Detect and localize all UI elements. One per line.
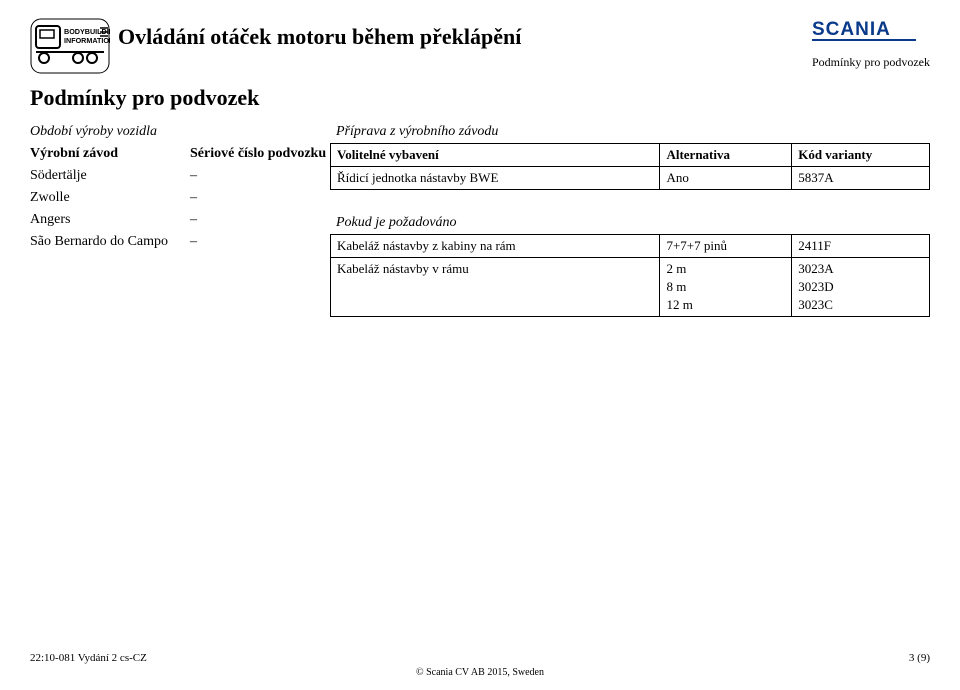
svg-text:INFORMATION: INFORMATION	[64, 36, 110, 45]
page-title: Ovládání otáček motoru během překlápění	[118, 24, 790, 50]
td: 2411F	[792, 235, 930, 258]
plant-name: Zwolle	[30, 187, 190, 209]
required-label: Pokud je požadováno	[330, 212, 930, 234]
table-row: Volitelné vybavení Alternativa Kód varia…	[331, 144, 930, 167]
footer: 22:10-081 Vydání 2 cs-CZ 3 (9) © Scania …	[30, 648, 930, 676]
period-row: Období výroby vozidla	[30, 121, 330, 143]
page: BODYBUILDING INFORMATION Ovládání otáček…	[0, 0, 960, 690]
table-row: Kabeláž nástavby z kabiny na rám 7+7+7 p…	[331, 235, 930, 258]
dash	[190, 165, 330, 187]
period-value	[190, 121, 330, 143]
options-table-2: Kabeláž nástavby z kabiny na rám 7+7+7 p…	[330, 234, 930, 317]
title-cell: Ovládání otáček motoru během překlápění	[118, 18, 790, 50]
serial-label: Sériové číslo podvozku	[190, 143, 330, 165]
options-table-1: Volitelné vybavení Alternativa Kód varia…	[330, 143, 930, 190]
truck-icon: BODYBUILDING INFORMATION	[30, 18, 110, 74]
table-row: Kabeláž nástavby v rámu 2 m 8 m 12 m 302…	[331, 258, 930, 317]
plant-label: Výrobní závod	[30, 143, 190, 165]
svg-text:BODYBUILDING: BODYBUILDING	[64, 27, 110, 36]
plant-row: Zwolle	[30, 187, 330, 209]
plant-name: Angers	[30, 209, 190, 231]
cell-line: 8 m	[666, 278, 785, 296]
brand-cell: SCANIA Podmínky pro podvozek	[790, 18, 930, 70]
svg-text:SCANIA: SCANIA	[812, 19, 891, 40]
spacer	[330, 190, 930, 212]
cell-line: 3023D	[798, 278, 923, 296]
footer-center: © Scania CV AB 2015, Sweden	[30, 667, 930, 678]
cell-line: 3023C	[798, 296, 923, 314]
plant-row: Södertälje	[30, 165, 330, 187]
td: Ano	[660, 167, 792, 190]
td: 2 m 8 m 12 m	[660, 258, 792, 317]
cell-line: 2 m	[666, 260, 785, 278]
td: 5837A	[792, 167, 930, 190]
period-label: Období výroby vozidla	[30, 121, 190, 143]
td: Kabeláž nástavby z kabiny na rám	[331, 235, 660, 258]
left-column: Období výroby vozidla Výrobní závod Séri…	[30, 121, 330, 253]
copyright-symbol: ©	[416, 667, 424, 678]
scania-logo: SCANIA	[812, 18, 930, 44]
table-row: Řídicí jednotka nástavby BWE Ano 5837A	[331, 167, 930, 190]
cell-line: 3023A	[798, 260, 923, 278]
td: 3023A 3023D 3023C	[792, 258, 930, 317]
th: Kód varianty	[792, 144, 930, 167]
plant-name: Södertälje	[30, 165, 190, 187]
prep-label: Příprava z výrobního závodu	[330, 121, 930, 143]
plant-heading-row: Výrobní závod Sériové číslo podvozku	[30, 143, 330, 165]
dash	[190, 231, 330, 253]
td: 7+7+7 pinů	[660, 235, 792, 258]
td: Kabeláž nástavby v rámu	[331, 258, 660, 317]
subhead-right: Podmínky pro podvozek	[790, 55, 930, 70]
section-heading: Podmínky pro podvozek	[30, 85, 930, 111]
th: Volitelné vybavení	[331, 144, 660, 167]
content: Období výroby vozidla Výrobní závod Séri…	[30, 121, 930, 317]
dash	[190, 209, 330, 231]
cell-line: 12 m	[666, 296, 785, 314]
dash	[190, 187, 330, 209]
plant-row: Angers	[30, 209, 330, 231]
footer-right: 3 (9)	[909, 652, 930, 664]
footer-left: 22:10-081 Vydání 2 cs-CZ	[30, 652, 147, 664]
bodybuilding-logo: BODYBUILDING INFORMATION	[30, 18, 118, 79]
right-column: Příprava z výrobního závodu Volitelné vy…	[330, 121, 930, 317]
th: Alternativa	[660, 144, 792, 167]
header: BODYBUILDING INFORMATION Ovládání otáček…	[30, 18, 930, 79]
plant-row: São Bernardo do Campo	[30, 231, 330, 253]
footer-center-text: Scania CV AB 2015, Sweden	[424, 667, 544, 678]
plant-name: São Bernardo do Campo	[30, 231, 190, 253]
td: Řídicí jednotka nástavby BWE	[331, 167, 660, 190]
